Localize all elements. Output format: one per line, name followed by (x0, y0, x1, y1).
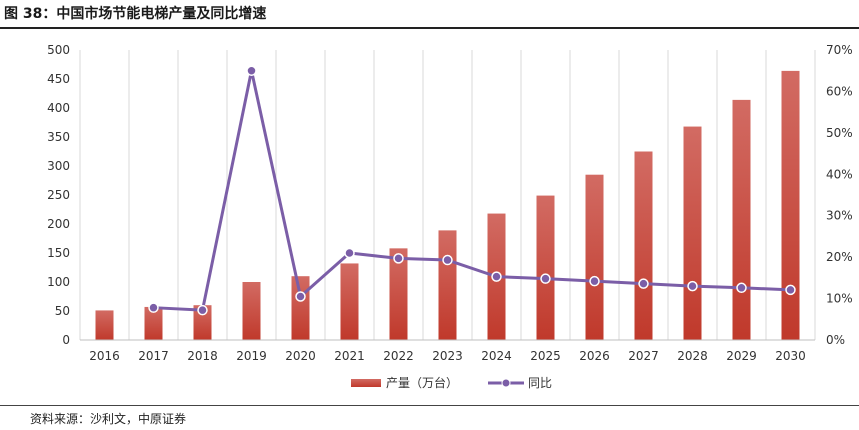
y-left-tick-label: 50 (55, 304, 70, 318)
x-tick-label: 2020 (285, 349, 316, 363)
y-left-tick-label: 500 (47, 43, 70, 57)
y-right-tick-label: 10% (826, 292, 853, 306)
x-tick-label: 2026 (579, 349, 610, 363)
line-point (197, 304, 208, 316)
grid-lines (79, 50, 816, 340)
line-point (540, 273, 551, 284)
bar (340, 263, 359, 340)
source-note: 资料来源：沙利文，中原证券 (30, 412, 187, 426)
bar (242, 282, 261, 340)
y-right-tick-label: 50% (826, 126, 853, 140)
legend-label-bar: 产量（万台） (386, 375, 458, 390)
bar (781, 70, 800, 340)
line-point (638, 278, 649, 289)
y-left-tick-label: 300 (47, 159, 70, 173)
y-right-tick-label: 60% (826, 84, 853, 98)
x-tick-label: 2025 (530, 349, 561, 363)
line-point (736, 282, 747, 294)
x-tick-label: 2023 (432, 349, 463, 363)
y-right-tick-label: 30% (826, 209, 853, 223)
line-point (295, 291, 306, 302)
y-left-tick-label: 150 (47, 246, 70, 260)
legend-label-line: 同比 (528, 376, 552, 390)
bar (536, 195, 555, 340)
y-right-tick-label: 0% (826, 333, 845, 347)
axes: 0 50 100 150 200 250 300 350 400 450 500 0% 10% 20% 30… (47, 43, 853, 363)
chart: 0 50 100 150 200 250 300 350 400 450 500 0% 10% 20% 30… (47, 43, 853, 390)
y-right-tick-label: 40% (826, 167, 853, 181)
line-point (589, 275, 600, 287)
x-tick-label: 2022 (383, 349, 414, 363)
line-point (491, 271, 502, 282)
line-point (148, 302, 159, 313)
source-rule (0, 405, 859, 406)
x-tick-label: 2030 (775, 349, 806, 363)
line-series (148, 65, 796, 316)
bar-series (95, 70, 800, 340)
x-tick-label: 2016 (89, 349, 120, 363)
x-tick-label: 2028 (677, 349, 708, 363)
line-point (687, 280, 698, 292)
x-tick-label: 2017 (138, 349, 169, 363)
x-tick-label: 2019 (236, 349, 267, 363)
x-tick-label: 2024 (481, 349, 512, 363)
line-point (393, 253, 404, 264)
x-tick-label: 2018 (187, 349, 218, 363)
line-point (344, 247, 355, 259)
x-tick-label: 2029 (726, 349, 757, 363)
y-left-tick-label: 0 (62, 333, 70, 347)
x-tick-label: 2021 (334, 349, 365, 363)
bar (95, 310, 114, 340)
bar (732, 99, 751, 340)
bar (389, 248, 408, 340)
bar (683, 126, 702, 340)
legend: 产量（万台） 同比 (351, 375, 552, 390)
y-left-tick-label: 350 (47, 130, 70, 144)
y-left-tick-label: 400 (47, 101, 70, 115)
y-left-tick-label: 200 (47, 217, 70, 231)
line-point (785, 284, 796, 296)
x-tick-label: 2027 (628, 349, 659, 363)
bar (291, 276, 310, 340)
y-left-tick-label: 250 (47, 188, 70, 202)
legend-swatch-bar (351, 379, 381, 387)
chart-title: 图 38：中国市场节能电梯产量及同比增速 (4, 6, 267, 22)
line-path (153, 69, 791, 312)
bar (144, 306, 163, 340)
line-point (442, 254, 453, 266)
y-right-tick-label: 20% (826, 250, 853, 264)
y-right-tick-label: 70% (826, 43, 853, 57)
bar (193, 305, 212, 340)
title-rule (0, 27, 859, 29)
y-left-tick-label: 450 (47, 72, 70, 86)
legend-swatch-marker (501, 378, 511, 388)
bar (585, 174, 604, 340)
bar (634, 151, 653, 340)
bar (438, 230, 457, 340)
line-point (246, 65, 257, 76)
y-left-tick-label: 100 (47, 275, 70, 289)
